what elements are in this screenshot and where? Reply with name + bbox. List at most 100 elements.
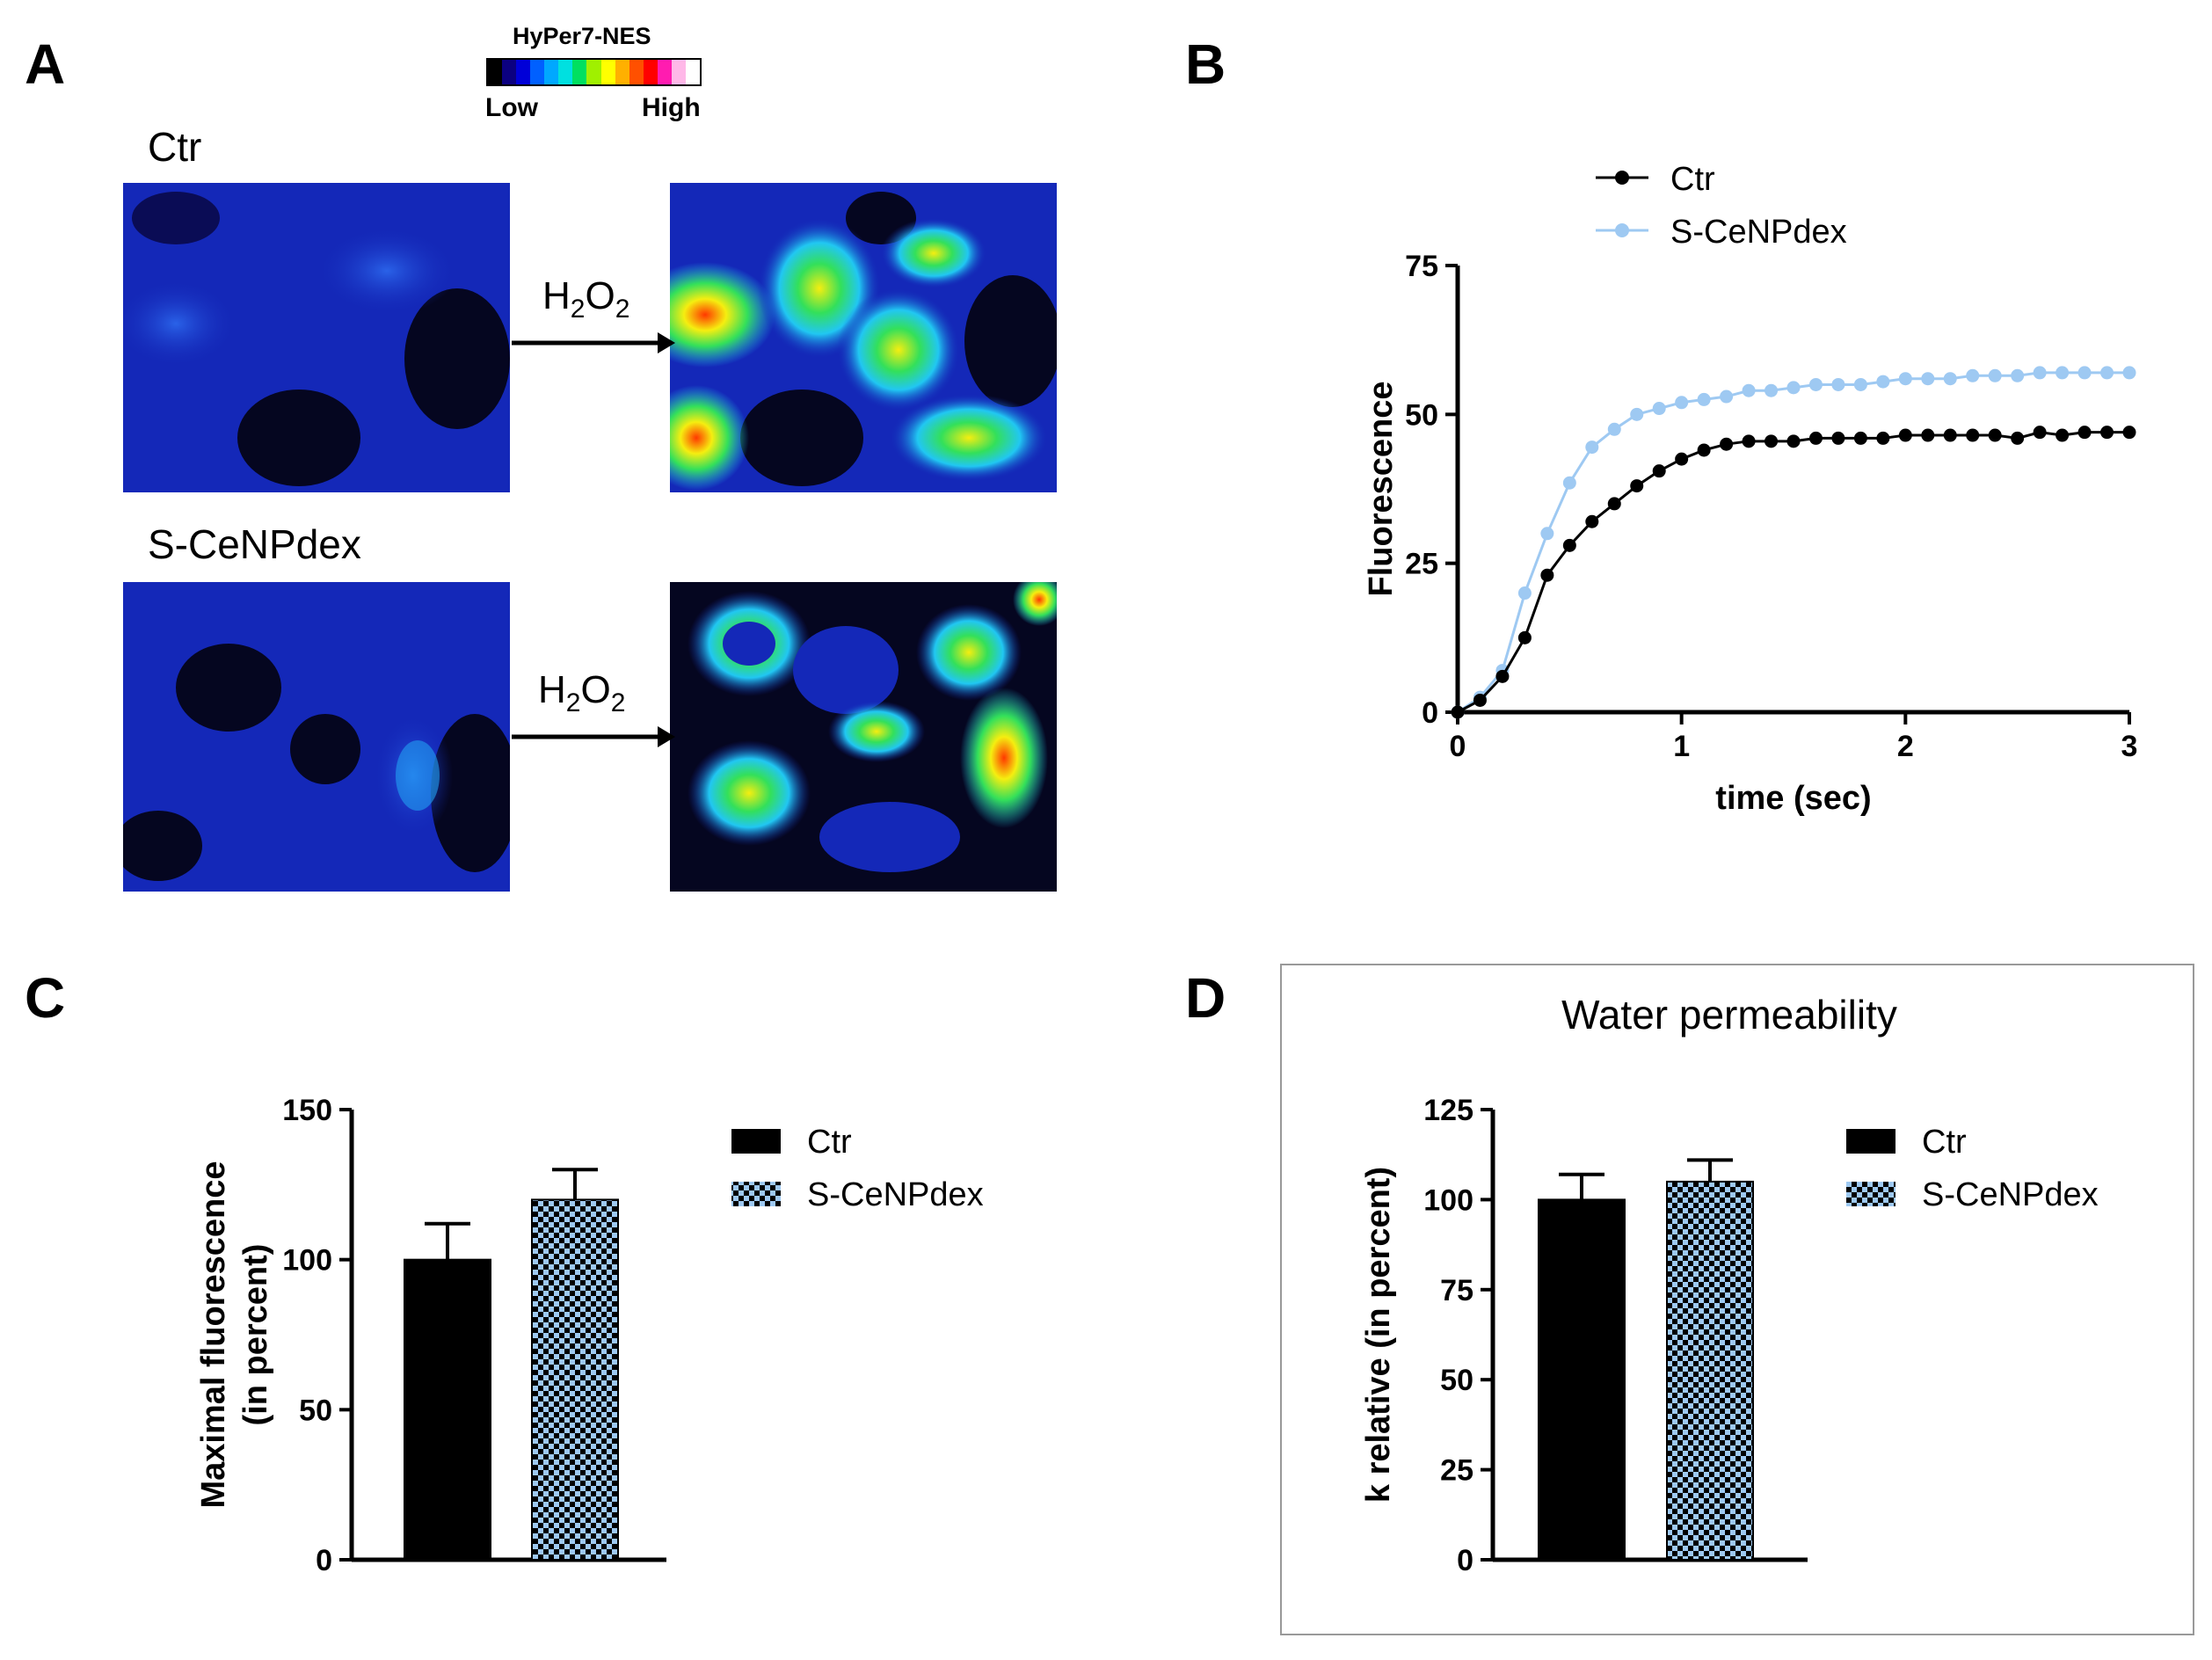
y-tick-label: 25 (1405, 548, 1438, 581)
data-point-ctr (2011, 431, 2025, 445)
y-tick-label: 100 (1423, 1183, 1473, 1217)
data-point-s-cenpdex (1921, 372, 1935, 386)
y-tick-label: 50 (1440, 1364, 1473, 1397)
data-point-s-cenpdex (1562, 476, 1576, 490)
data-point-s-cenpdex (1720, 390, 1734, 404)
legend-swatch (1846, 1182, 1895, 1206)
y-tick-label: 25 (1440, 1454, 1473, 1488)
data-point-ctr (1540, 568, 1554, 582)
series-line-ctr (1457, 431, 2129, 714)
colorbar-swatch (643, 60, 658, 84)
y-axis-label: Fluorescence (1363, 382, 1400, 597)
data-point-ctr (1898, 428, 1912, 442)
x-tick-label: 3 (2121, 730, 2138, 763)
data-point-ctr (1943, 428, 1957, 442)
colorbar-swatch (488, 60, 503, 84)
legend-label: Ctr (1670, 161, 1715, 198)
data-point-s-cenpdex (1517, 586, 1532, 601)
x-tick-label: 0 (1450, 730, 1466, 763)
data-point-ctr (1652, 464, 1666, 478)
data-point-ctr (1473, 693, 1487, 707)
fluorescence-line-chart: 0 25 50 75 0 1 2 3 time (sec) Fluorescence Ctr S-Ce… (1363, 161, 2138, 817)
data-point-ctr (1786, 434, 1801, 448)
data-point-s-cenpdex (1876, 375, 1890, 389)
data-point-s-cenpdex (1853, 377, 1867, 391)
y-tick-label: 125 (1423, 1094, 1473, 1127)
heatmap-ctr-before (123, 183, 510, 492)
panel-letter-c: C (25, 966, 66, 1030)
panel-letter-a: A (25, 33, 66, 96)
y-axis-label: k relative (in percent) (1360, 1167, 1397, 1503)
data-point-s-cenpdex (2100, 366, 2114, 380)
data-point-ctr (1495, 669, 1510, 683)
y-tick-label: 50 (299, 1394, 332, 1427)
y-tick-label: 100 (282, 1244, 332, 1278)
heatmap-ctr-after (670, 183, 1057, 492)
bar-s-cenpdex (1666, 1180, 1754, 1561)
legend-swatch (731, 1129, 781, 1154)
chart-title: Water permeability (1561, 992, 1897, 1038)
y-tick-label: 75 (1440, 1274, 1473, 1307)
data-point-s-cenpdex (1943, 372, 1957, 386)
row-label-s-cenpdex: S-CeNPdex (148, 521, 361, 567)
y-tick-label: 0 (316, 1544, 332, 1577)
bar-s-cenpdex (531, 1198, 619, 1561)
data-point-ctr (1808, 431, 1823, 445)
h2o2-label-s-cenpdex: H2O2 (538, 668, 626, 717)
colorbar-swatch (516, 60, 531, 84)
h2o2-label-ctr: H2O2 (542, 274, 630, 324)
data-point-s-cenpdex (1988, 368, 2002, 382)
data-point-ctr (1451, 705, 1465, 719)
colorbar-title: HyPer7-NES (513, 23, 651, 49)
colorbar-swatch (544, 60, 559, 84)
legend-swatch (731, 1182, 781, 1206)
data-point-ctr (1765, 434, 1779, 448)
legend-label: Ctr (807, 1124, 852, 1161)
heatmap-s-cenpdex-before (123, 582, 510, 892)
colorbar-swatch (600, 60, 615, 84)
legend-label: S-CeNPdex (807, 1176, 984, 1213)
legend-marker (1615, 223, 1629, 237)
data-point-s-cenpdex (1786, 381, 1801, 395)
data-point-ctr (2033, 426, 2047, 440)
data-point-ctr (1675, 452, 1689, 466)
colorbar-swatch (530, 60, 545, 84)
data-point-s-cenpdex (1540, 527, 1554, 541)
data-point-ctr (1988, 428, 2002, 442)
colorbar-swatch (558, 60, 573, 84)
data-point-s-cenpdex (1765, 383, 1779, 397)
y-axis-label: (in percent) (237, 1244, 274, 1426)
colorbar-swatch (502, 60, 517, 84)
data-point-s-cenpdex (2077, 366, 2092, 380)
data-point-s-cenpdex (2056, 366, 2070, 380)
row-label-ctr: Ctr (148, 124, 202, 170)
data-point-ctr (1697, 443, 1711, 457)
data-point-ctr (1876, 431, 1890, 445)
y-axis-label: Maximal fluorescence (195, 1161, 232, 1509)
data-point-ctr (1966, 428, 1980, 442)
data-point-ctr (2122, 426, 2136, 440)
x-tick-label: 2 (1897, 730, 1914, 763)
x-axis-label: time (sec) (1715, 780, 1871, 817)
colorbar-swatch (615, 60, 629, 84)
data-point-s-cenpdex (1652, 402, 1666, 416)
arrow-s-cenpdex (512, 726, 675, 747)
colorbar-low-label: Low (485, 93, 538, 122)
colorbar-swatch (657, 60, 672, 84)
data-point-s-cenpdex (1742, 383, 1756, 397)
colorbar-swatch (629, 60, 644, 84)
max-fluorescence-bar-chart: 0 50 100 150 Ctr S-CeNPdex Maximal fluorescenc… (195, 1094, 984, 1577)
data-point-ctr (2100, 426, 2114, 440)
legend-swatch (1846, 1129, 1895, 1154)
data-point-s-cenpdex (1966, 368, 1980, 382)
data-point-s-cenpdex (1607, 422, 1621, 436)
water-permeability-bar-chart: 0 25 50 75 100 125 Ctr S-CeNPdex k relative (in … (1360, 992, 2099, 1577)
data-point-ctr (1585, 514, 1599, 528)
panel-letter-d: D (1185, 966, 1226, 1030)
data-point-ctr (1630, 479, 1644, 493)
data-point-ctr (1742, 434, 1756, 448)
data-point-s-cenpdex (2122, 366, 2136, 380)
data-point-s-cenpdex (2011, 368, 2025, 382)
legend-marker (1615, 171, 1629, 185)
x-tick-label: 1 (1673, 730, 1690, 763)
